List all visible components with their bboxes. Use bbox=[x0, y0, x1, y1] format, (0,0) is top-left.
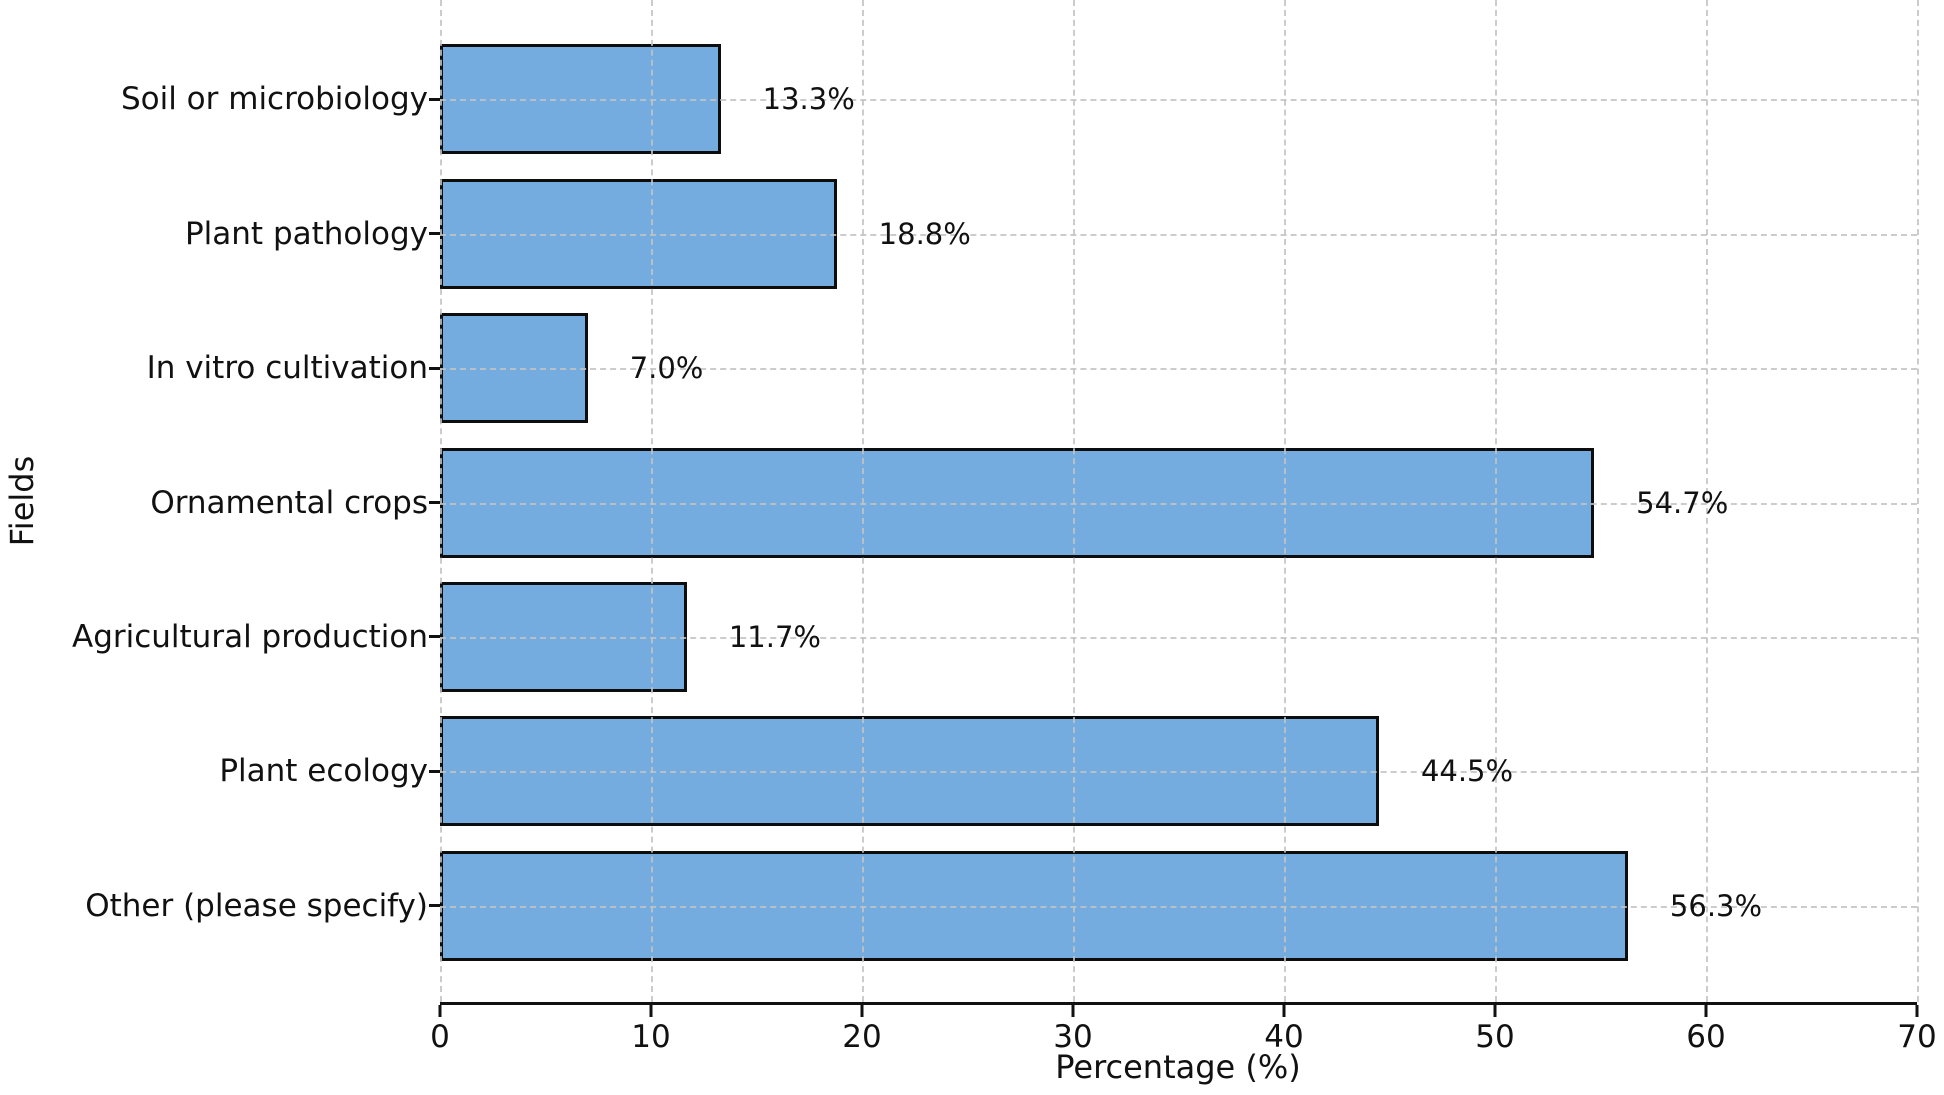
vertical-gridline-0 bbox=[440, 0, 442, 1002]
vertical-gridline-10 bbox=[651, 0, 653, 1002]
x-tick-label: 20 bbox=[842, 1019, 882, 1055]
x-tick-mark bbox=[1493, 1005, 1497, 1017]
x-tick-mark bbox=[438, 1005, 442, 1017]
category-label: Ornamental crops bbox=[150, 484, 428, 521]
x-tick-mark bbox=[1704, 1005, 1708, 1017]
category-label: Plant ecology bbox=[219, 753, 428, 790]
vertical-gridline-70 bbox=[1917, 0, 1919, 1002]
bar-value-label: 13.3% bbox=[762, 82, 855, 117]
vertical-gridline-60 bbox=[1706, 0, 1708, 1002]
y-tick-mark bbox=[429, 366, 440, 370]
x-tick-label: 0 bbox=[430, 1019, 450, 1055]
vertical-gridline-50 bbox=[1495, 0, 1497, 1002]
x-axis-title: Percentage (%) bbox=[1055, 1048, 1301, 1086]
y-tick-mark bbox=[429, 904, 440, 908]
category-label: Soil or microbiology bbox=[120, 81, 428, 118]
y-axis-title: Fields bbox=[3, 455, 41, 547]
category-label: Agricultural production bbox=[71, 618, 428, 655]
x-tick-label: 40 bbox=[1264, 1019, 1304, 1055]
horizontal-gridline bbox=[440, 502, 1917, 505]
horizontal-gridline bbox=[440, 99, 1917, 102]
y-tick-mark bbox=[429, 501, 440, 504]
bar-value-label: 11.7% bbox=[728, 619, 821, 654]
y-tick-mark bbox=[429, 232, 440, 236]
vertical-gridline-30 bbox=[1073, 0, 1075, 1002]
x-tick-label: 50 bbox=[1475, 1019, 1515, 1055]
x-tick-mark bbox=[1915, 1005, 1919, 1017]
horizontal-gridline bbox=[440, 771, 1917, 774]
bar-value-label: 7.0% bbox=[629, 351, 704, 386]
x-tick-mark bbox=[1282, 1005, 1286, 1017]
category-label: Other (please specify) bbox=[85, 887, 428, 924]
x-tick-label: 30 bbox=[1053, 1019, 1093, 1055]
x-tick-label: 60 bbox=[1686, 1019, 1726, 1055]
horizontal-gridline bbox=[440, 368, 1917, 371]
x-tick-mark bbox=[860, 1005, 864, 1017]
vertical-gridline-20 bbox=[862, 0, 864, 1002]
category-label: In vitro cultivation bbox=[146, 350, 428, 387]
y-tick-mark bbox=[429, 769, 440, 773]
vertical-gridline-40 bbox=[1284, 0, 1286, 1002]
y-tick-mark bbox=[429, 635, 440, 639]
x-tick-mark bbox=[649, 1005, 653, 1017]
bar-value-label: 18.8% bbox=[878, 216, 971, 251]
bar-value-label: 44.5% bbox=[1420, 754, 1514, 789]
horizontal-gridline bbox=[440, 233, 1917, 236]
category-label: Plant pathology bbox=[184, 215, 428, 252]
y-tick-mark bbox=[429, 97, 440, 101]
x-tick-mark bbox=[1071, 1005, 1075, 1017]
horizontal-gridline bbox=[440, 905, 1917, 908]
bar-value-label: 54.7% bbox=[1636, 485, 1729, 520]
x-tick-label: 10 bbox=[631, 1019, 671, 1055]
x-tick-label: 70 bbox=[1897, 1019, 1937, 1055]
bar-value-label: 56.3% bbox=[1669, 888, 1763, 923]
plot-area: 13.3% 18.8% 7.0% 54.7% 11.7% 44.5% 56.3% 0 10 20 3… bbox=[429, 0, 1937, 1055]
horizontal-gridline bbox=[440, 636, 1917, 639]
